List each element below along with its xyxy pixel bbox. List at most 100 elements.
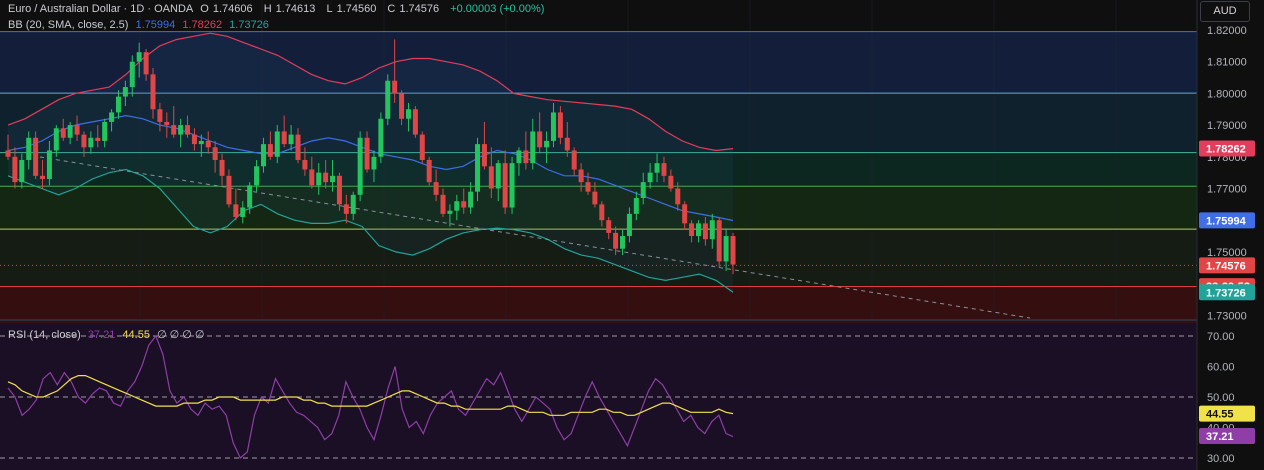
candle-body [481, 144, 487, 167]
bb-basis-line [7, 114, 734, 222]
rsi-placeholder-values: ∅ ∅ ∅ ∅ [157, 329, 205, 341]
bb-upper-price-label-bg [1199, 140, 1255, 157]
bb-lower-value: 1.73726 [229, 19, 269, 31]
last-price-label: 1.74576 [1206, 260, 1246, 272]
candle-body [95, 137, 101, 141]
candle-body [302, 159, 308, 170]
zone-band-3 [0, 186, 1197, 230]
candle-body [309, 169, 315, 186]
candle-body [336, 175, 342, 205]
candle-body [53, 128, 59, 151]
candle-body [323, 172, 329, 183]
symbol-title[interactable]: Euro / Australian Dollar · 1D · OANDA [8, 3, 194, 15]
candle-body [350, 194, 356, 214]
open-value: 1.74606 [212, 3, 253, 15]
candle-body [613, 232, 619, 249]
candle-body [730, 236, 736, 265]
candle-body [357, 137, 363, 195]
candle-body [102, 121, 108, 141]
y-tick-label: 1.77000 [1207, 184, 1247, 196]
candle-body [433, 182, 439, 195]
bb-upper-line [7, 32, 734, 152]
candle-body [716, 220, 722, 262]
candle-body [682, 204, 688, 224]
candle-body [129, 61, 135, 88]
candle-body [164, 121, 170, 126]
price-axis-bg [1197, 0, 1264, 470]
candle-body [143, 52, 149, 75]
rsi-legend-label[interactable]: RSI (14, close) [8, 329, 81, 341]
rsi-value: 37.21 [87, 329, 116, 341]
candle-body [557, 112, 563, 138]
candle-body [675, 188, 681, 205]
candle-body [19, 159, 25, 183]
change-value: +0.00003 (+0.00%) [450, 3, 545, 15]
bb-legend: BB (20, SMA, close, 2.5) 1.75994 1.78262… [8, 18, 273, 32]
candle-body [247, 185, 253, 208]
y-tick-label: 1.80000 [1207, 88, 1247, 100]
candle-body [550, 112, 556, 141]
candle-body [226, 175, 232, 205]
candle-body [109, 112, 115, 122]
candle-body [364, 137, 370, 170]
candle-body [198, 140, 204, 145]
candle-body [447, 210, 453, 214]
candle-body [405, 109, 411, 119]
rsi-legend: RSI (14, close) 37.21 44.55 ∅ ∅ ∅ ∅ [8, 328, 209, 342]
candle-body [316, 172, 322, 186]
y-tick-label: 1.81000 [1207, 57, 1247, 69]
zone-band-5 [0, 286, 1197, 324]
candle-body [12, 156, 18, 183]
candle-body [654, 163, 660, 173]
candle-body [516, 150, 522, 164]
rsi-ma-price-label-bg [1199, 405, 1255, 422]
low-value: 1.74560 [336, 3, 377, 15]
zone-band-0 [0, 31, 1197, 94]
candle-body [544, 140, 550, 148]
candle-body [254, 166, 260, 186]
candle-body [88, 137, 94, 148]
rsi-line [7, 334, 734, 459]
y-tick-label: 1.82000 [1207, 25, 1247, 37]
candle-body [385, 80, 391, 119]
candle-body [640, 182, 646, 199]
zone-band-2 [0, 152, 1197, 187]
y-tick-label: 1.75000 [1207, 247, 1247, 259]
candle-body [626, 213, 632, 237]
candle-body [5, 150, 11, 157]
low-label: L [326, 3, 333, 15]
open-label: O [200, 3, 209, 15]
candle-body [274, 131, 280, 157]
bb-basis-price-label: 1.75994 [1206, 215, 1247, 227]
bb-upper-value: 1.78262 [182, 19, 223, 31]
candle-body [185, 125, 191, 135]
candle-body [647, 172, 653, 183]
candle-body [171, 125, 177, 135]
candle-body [233, 204, 239, 218]
candle-body [530, 131, 536, 164]
candle-body [295, 134, 301, 160]
candle-body [578, 169, 584, 183]
candle-body [378, 118, 384, 157]
bb-legend-label[interactable]: BB (20, SMA, close, 2.5) [8, 19, 129, 31]
candle-body [205, 140, 211, 148]
currency-button[interactable]: AUD [1200, 1, 1250, 22]
candle-body [564, 137, 570, 151]
candle-body [468, 191, 474, 208]
candle-body [426, 159, 432, 183]
candle-body [419, 134, 425, 160]
candle-body [191, 134, 197, 145]
candle-body [585, 182, 591, 192]
bb-band-fill [8, 33, 733, 293]
high-value: 1.74613 [275, 3, 316, 15]
candle-body [488, 166, 494, 189]
candle-body [33, 137, 39, 176]
rsi-tick-label: 70.00 [1207, 331, 1235, 343]
rsi-tick-label: 50.00 [1207, 392, 1235, 404]
candle-body [81, 134, 87, 148]
candle-body [240, 207, 246, 218]
candle-body [495, 163, 501, 189]
bb-lower-price-label-bg [1199, 284, 1255, 301]
candle-body [537, 131, 543, 148]
